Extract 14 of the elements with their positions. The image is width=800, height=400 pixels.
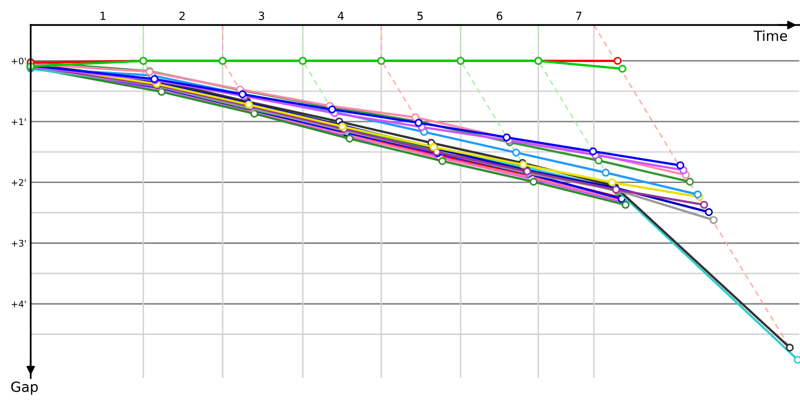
x-tick-label: 6	[496, 12, 502, 20]
y-tick-label: +0'	[12, 58, 26, 64]
x-tick-label: 7	[576, 12, 582, 20]
y-tick-label: +3'	[12, 240, 26, 247]
x-tick-label: 4	[338, 12, 344, 20]
y-tick-label: +2'	[12, 179, 26, 186]
x-tick-label: 3	[258, 12, 264, 20]
x-tick-label: 1	[100, 12, 106, 20]
y-tick-label: +1'	[12, 118, 26, 126]
y-axis-title: Gap	[11, 382, 38, 395]
y-tick-label: +4'	[12, 300, 26, 308]
x-tick-label: 5	[417, 12, 423, 20]
x-tick-label: 2	[179, 12, 185, 20]
x-axis-title: Time	[754, 30, 788, 42]
